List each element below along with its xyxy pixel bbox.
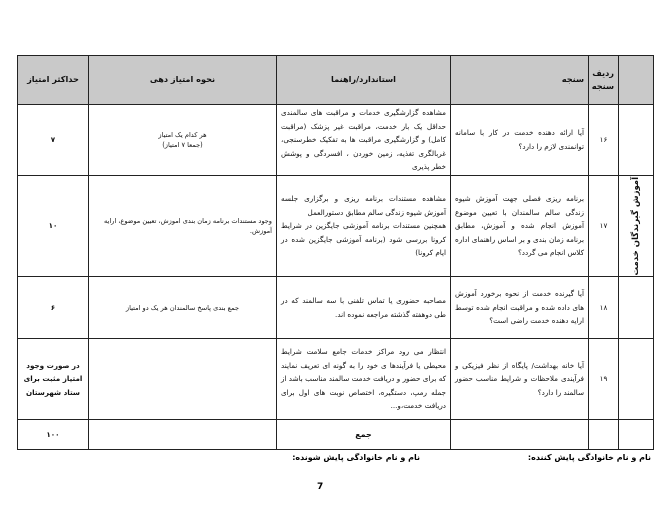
scoring-cell: هر کدام یک امتیاز (جمعا ۷ امتیاز) [88, 104, 277, 176]
table-row: ۱۶ آیا ارائه دهنده خدمت در کار با سامانه… [17, 104, 654, 176]
criterion-cell [450, 419, 589, 451]
header-criterion: سنجه [450, 55, 589, 105]
category-cell [618, 419, 654, 451]
assessor-name-label: نام و نام خانوادگی پایش کننده: [527, 453, 651, 462]
total-label: جمع [276, 419, 451, 451]
table-row: ۱۸ آیا گیرنده خدمت از نحوه برخورد آموزش … [17, 276, 654, 340]
max-score-cell: ۷ [17, 104, 89, 176]
standard-cell: انتظار می رود مراکز خدمات جامع سلامت شرا… [276, 338, 451, 421]
scoring-text: هر کدام یک امتیاز [158, 130, 207, 139]
category-cell: آموزش گیرندگان خدمت [618, 174, 654, 278]
standard-cell: مشاهده گزارشگیری خدمات و مراقبت های سالم… [276, 104, 451, 176]
standard-text: مشاهده مستندات برنامه ریزی و برگزاری جلس… [281, 194, 446, 217]
header-row: ردیف سنجه سنجه استاندارد/راهنما نحوه امت… [17, 55, 654, 105]
criterion-cell: آیا گیرنده خدمت از نحوه برخورد آموزش های… [450, 276, 589, 340]
header-scoring: نحوه امتیاز دهی [88, 55, 277, 105]
max-score-cell: ۶ [17, 276, 89, 340]
scoring-cell [88, 419, 277, 451]
category-cell [618, 276, 654, 340]
row-number: ۱۶ [588, 104, 619, 176]
total-row: جمع ۱۰۰ [17, 419, 654, 451]
table-row: آموزش گیرندگان خدمت ۱۷ برنامه ریزی فصلی … [17, 174, 654, 278]
header-max-score: حداکثر امتیاز [17, 55, 89, 105]
row-number [588, 419, 619, 451]
row-number: ۱۷ [588, 174, 619, 278]
row-number: ۱۹ [588, 338, 619, 421]
scoring-cell: جمع بندی پاسخ سالمندان هر یک دو امتیاز [88, 276, 277, 340]
category-label: آموزش گیرندگان خدمت [631, 176, 641, 276]
header-category [618, 55, 654, 105]
table-row: ۱۹ آیا خانه بهداشت/ پایگاه از نظر فیزیکی… [17, 338, 654, 421]
criterion-cell: آیا خانه بهداشت/ پایگاه از نظر فیزیکی و … [450, 338, 589, 421]
assessee-name-label: نام و نام خانوادگی پایش شونده: [292, 453, 420, 462]
row-number: ۱۸ [588, 276, 619, 340]
category-cell [618, 338, 654, 421]
standard-note: همچنین مستندات برنامه آموزشی جایگزین در … [281, 221, 446, 258]
scoring-note: (جمعا ۷ امتیاز) [162, 140, 203, 149]
assessment-table: ردیف سنجه سنجه استاندارد/راهنما نحوه امت… [17, 55, 654, 451]
scoring-cell [88, 338, 277, 421]
total-value: ۱۰۰ [17, 419, 89, 451]
max-score-cell: ۱۰ [17, 174, 89, 278]
category-cell [618, 104, 654, 176]
max-score-cell: در صورت وجود امتیاز مثبت برای ستاد شهرست… [17, 338, 89, 421]
page-number: 7 [317, 482, 324, 492]
standard-cell: مصاحبه حضوری یا تماس تلفنی با سه سالمند … [276, 276, 451, 340]
header-standard: استاندارد/راهنما [276, 55, 451, 105]
scoring-cell: وجود مستندات برنامه زمان بندی اموزش، تعی… [88, 174, 277, 278]
header-row-number: ردیف سنجه [588, 55, 619, 105]
criterion-cell: آیا ارائه دهنده خدمت در کار با سامانه تو… [450, 104, 589, 176]
criterion-cell: برنامه ریزی فصلی جهت آموزش شیوه زندگی سا… [450, 174, 589, 278]
standard-cell: مشاهده مستندات برنامه ریزی و برگزاری جلس… [276, 174, 451, 278]
